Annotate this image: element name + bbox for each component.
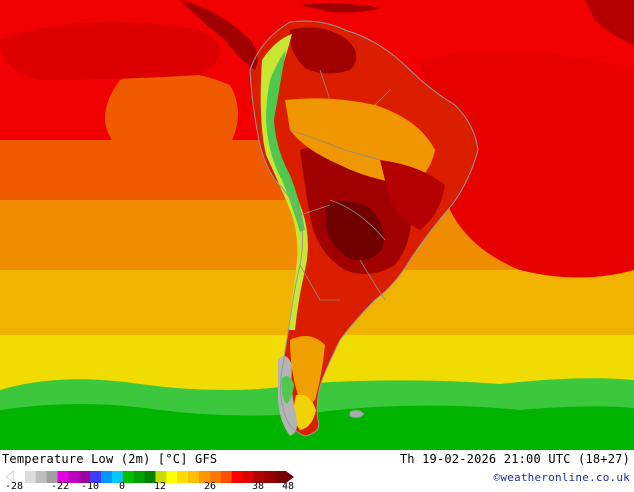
scale-swatch [101,471,113,483]
scale-swatch [188,471,200,483]
scale-swatch [144,471,156,483]
country-borders [289,69,391,301]
map-footer: Temperature Low (2m) [°C] GFS Th 19-02-2… [0,450,634,492]
scale-swatch [14,471,26,483]
scale-swatch [111,471,124,483]
scale-swatch [79,471,91,483]
land-dark-brazil [380,160,445,230]
scale-tick-label: 48 [281,481,295,492]
run-time-label: Th 19-02-2026 21:00 UTC (18+27) [399,452,630,466]
ocean-red-field-east [420,52,634,278]
scale-tick-label: 26 [203,481,217,492]
patagonia-green-ice [281,376,294,404]
scale-swatch [46,471,58,483]
central-america [180,0,258,70]
land-yellow-patagonia [293,394,316,430]
falkland-islands [349,410,365,418]
map-title: Temperature Low (2m) [°C] GFS [2,452,218,466]
ocean-orange-patch-west [105,71,238,166]
scale-tick-label: 0 [118,481,126,492]
scale-swatch [231,471,243,483]
ocean-red-northwest [0,22,220,80]
scale-swatch [242,471,254,483]
scale-swatch [155,471,167,483]
africa-coast [585,0,634,45]
scale-swatch [264,471,276,483]
scale-swatch [35,471,47,483]
scale-swatch [275,471,287,483]
scale-tick-label: 12 [153,481,167,492]
scale-tick-label: -10 [80,481,100,492]
scale-swatch [209,471,222,483]
land-darkest-chaco [325,201,384,261]
scale-swatch [90,471,102,483]
scale-swatch [253,471,265,483]
scale-tick-label: -28 [4,481,24,492]
temperature-map [0,0,634,450]
scale-swatch [57,471,69,483]
scale-swatch [177,471,189,483]
scale-swatch [133,471,145,483]
scale-swatch [122,471,134,483]
coastline [249,20,479,437]
credit-link[interactable]: ©weatheronline.co.uk [493,471,630,484]
scale-swatch [220,471,232,483]
andes-green-core [266,50,305,232]
scale-swatch [166,471,178,483]
land-orange-patagonia [290,336,325,404]
scale-swatch [198,471,211,483]
scale-swatch [24,471,37,483]
color-scale-bar [6,471,294,483]
scale-tick-label: 38 [251,481,265,492]
scale-arrow-high [286,471,294,483]
scale-tick-label: -22 [50,481,70,492]
caribbean-islands [300,3,380,13]
land-dark-north [289,27,357,74]
scale-swatch [68,471,80,483]
